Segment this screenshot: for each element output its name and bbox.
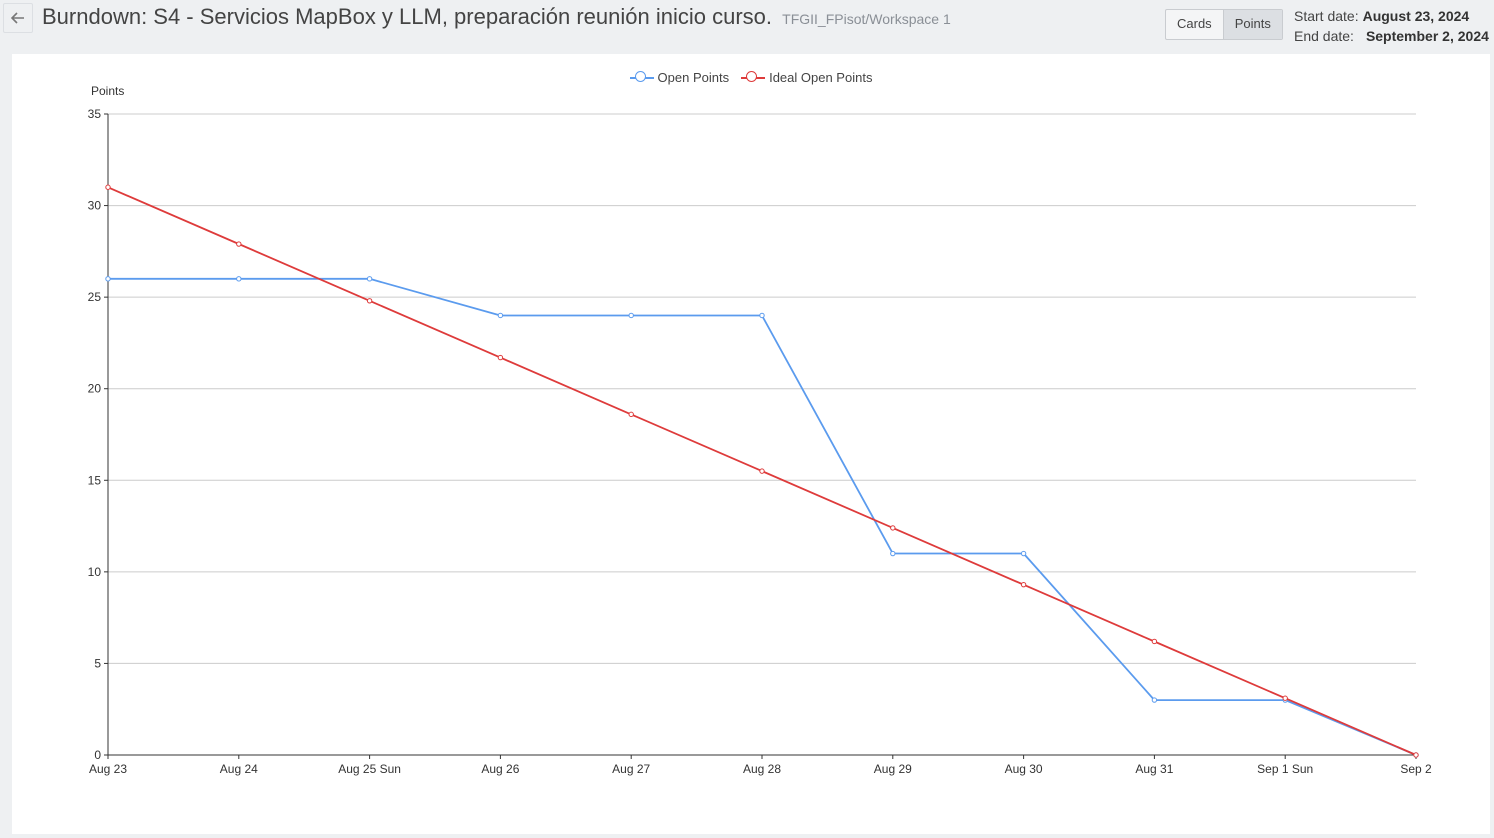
data-point [1020,581,1027,588]
page-title: Burndown: S4 - Servicios MapBox y LLM, p… [42,4,951,32]
y-tick-label: 10 [88,565,102,579]
y-tick-label: 25 [88,290,102,304]
ideal-points-marker-icon [741,70,766,85]
y-tick-label: 30 [88,199,102,213]
burndown-chart: 0 5 10 15 20 25 30 35 Aug 23 Aug 24 Aug 25 Sun Aug … [88,107,1432,776]
data-point [628,312,634,319]
burndown-title: Burndown: S4 - Servicios MapBox y LLM, p… [42,4,773,29]
data-point [759,468,765,474]
x-tick-label: Sep 1 Sun [1257,762,1313,776]
cards-points-toggle: Cards Points [1165,9,1283,40]
x-tick-label: Aug 25 Sun [338,762,401,776]
y-tick-label: 35 [88,107,102,121]
open-points-marker-icon [629,70,654,85]
data-point [1413,752,1419,758]
sprint-dates: Start date: August 23, 2024 End date: Sept… [1294,6,1489,46]
end-date-value: September 2, 2024 [1365,28,1489,44]
arrow-left-icon [11,12,24,24]
legend-ideal-open-points[interactable]: Ideal Open Points [741,70,872,85]
chart-card: Open Points Ideal Open Points Points 0 5 1… [12,54,1490,834]
x-tick-label: Aug 24 [220,762,258,776]
data-point [759,312,765,319]
start-date-value: August 23, 2024 [1362,8,1470,24]
x-tick-label: Aug 23 [89,762,127,776]
x-tick-label: Aug 31 [1135,762,1173,776]
data-point [105,184,111,190]
data-point [366,276,373,282]
end-date-row: End date: September 2, 2024 [1294,26,1489,46]
points-button[interactable]: Points [1222,10,1282,39]
cards-button[interactable]: Cards [1177,16,1212,31]
data-point [236,241,242,247]
chart-legend: Open Points Ideal Open Points [12,70,1490,85]
x-tick-label: Aug 27 [612,762,650,776]
x-tick-label: Aug 28 [743,762,781,776]
data-point [497,312,504,319]
data-point [890,525,896,531]
legend-ideal-open-points-label: Ideal Open Points [769,70,873,85]
data-point [1020,550,1027,557]
end-date-label: End date: [1294,28,1354,44]
legend-open-points-label: Open Points [657,70,730,85]
x-tick-label: Aug 30 [1005,762,1043,776]
header: Burndown: S4 - Servicios MapBox y LLM, p… [0,0,1494,52]
y-tick-label: 5 [94,656,101,670]
data-point [497,354,504,361]
y-tick-label: 20 [88,382,102,396]
x-tick-label: Aug 29 [874,762,912,776]
data-point [1151,638,1158,645]
data-point [366,298,373,304]
start-date-label: Start date: [1294,8,1359,24]
data-point [105,276,111,282]
back-button[interactable] [3,3,33,33]
data-point [628,411,634,418]
series-line-open-points [108,277,1417,756]
y-tick-label: 15 [88,473,102,487]
y-axis-title: Points [91,84,125,98]
start-date-row: Start date: August 23, 2024 [1294,6,1489,26]
data-point [890,550,896,557]
data-point [1151,697,1158,703]
x-tick-label: Sep 2 [1400,762,1432,776]
legend-open-points[interactable]: Open Points [629,70,730,85]
data-point [1282,695,1288,701]
x-tick-label: Aug 26 [481,762,519,776]
data-point [236,276,242,282]
y-tick-label: 0 [94,748,101,762]
workspace-label: TFGII_FPisot/Workspace 1 [782,11,951,27]
